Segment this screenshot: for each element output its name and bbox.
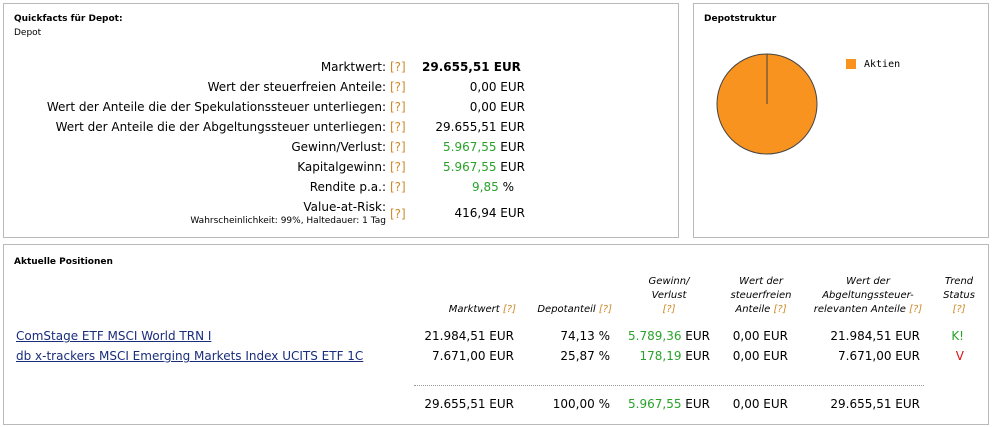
row-marktwert: 7.671,00 EUR (432, 349, 514, 363)
row-depotanteil: 25,87 % (560, 349, 610, 363)
totals-separator (414, 385, 924, 386)
row-trend-status: K! (951, 329, 964, 343)
rendite-value: 9,85 (472, 180, 499, 194)
gewinn-unit: EUR (500, 140, 525, 154)
row-trend-status: V (955, 349, 964, 363)
spekulation-label: Wert der Anteile die der Spekulationsste… (46, 100, 386, 114)
help-steuerfrei-link[interactable]: [?] (773, 304, 787, 315)
var-value: 416,94 EUR (454, 206, 525, 220)
header-gewinn: Gewinn/ Verlust [?] (648, 276, 690, 315)
gewinn-label: Gewinn/Verlust: (291, 140, 386, 154)
steuerfrei-help-link[interactable]: [?] (390, 80, 406, 94)
var-label: Value-at-Risk: (303, 200, 386, 214)
quickfacts-subtitle: Depot (14, 28, 42, 38)
rendite-unit: % (502, 180, 514, 194)
position-link-dbx[interactable]: db x-trackers MSCI Emerging Markets Inde… (16, 349, 364, 363)
kapitalgewinn-value: 5.967,55 (443, 160, 497, 174)
kapitalgewinn-help-link[interactable]: [?] (390, 160, 406, 174)
positions-panel: Aktuelle Positionen Marktwert [?] Depota… (3, 244, 989, 425)
row-steuerfrei: 0,00 EUR (732, 349, 788, 363)
help-abgeltung-link[interactable]: [?] (909, 304, 923, 315)
row-marktwert: 21.984,51 EUR (424, 329, 514, 343)
help-marktwert-link[interactable]: [?] (502, 304, 516, 315)
row-depotanteil: 74,13 % (560, 329, 610, 343)
total-abgeltung: 29.655,51 EUR (830, 397, 920, 411)
row-gewinn-unit: EUR (685, 329, 710, 343)
var-note: Wahrscheinlichkeit: 99%, Haltedauer: 1 T… (190, 216, 386, 226)
quickfacts-panel: Quickfacts für Depot: Depot Marktwert: [… (3, 3, 679, 238)
header-abgeltung: Wert der Abgeltungssteuer-relevanten Ant… (813, 276, 923, 315)
kapitalgewinn-unit: EUR (500, 160, 525, 174)
row-abgeltung: 7.671,00 EUR (838, 349, 920, 363)
marktwert-value: 29.655,51 EUR (422, 60, 521, 74)
header-marktwert: Marktwert [?] (448, 304, 516, 315)
help-depotanteil-link[interactable]: [?] (598, 304, 612, 315)
steuerfrei-label: Wert der steuerfreien Anteile: (207, 80, 386, 94)
row-gewinn-unit: EUR (685, 349, 710, 363)
spekulation-help-link[interactable]: [?] (390, 100, 406, 114)
help-gewinn-link[interactable]: [?] (662, 304, 676, 315)
marktwert-help-link[interactable]: [?] (390, 60, 406, 74)
gewinn-value: 5.967,55 (443, 140, 497, 154)
var-help-link[interactable]: [?] (390, 207, 406, 221)
position-link-comstage[interactable]: ComStage ETF MSCI World TRN I (16, 329, 212, 343)
row-gewinn: 178,19 (639, 349, 682, 363)
total-gewinn-unit: EUR (685, 397, 710, 411)
rendite-help-link[interactable]: [?] (390, 180, 406, 194)
depotstruktur-title: Depotstruktur (704, 14, 777, 24)
quickfacts-title: Quickfacts für Depot: (14, 14, 123, 24)
total-steuerfrei: 0,00 EUR (732, 397, 788, 411)
row-abgeltung: 21.984,51 EUR (830, 329, 920, 343)
total-depotanteil: 100,00 % (552, 397, 610, 411)
steuerfrei-value: 0,00 EUR (469, 80, 525, 94)
spekulation-value: 0,00 EUR (469, 100, 525, 114)
positions-title: Aktuelle Positionen (14, 257, 113, 267)
abgeltung-help-link[interactable]: [?] (390, 120, 406, 134)
header-depotanteil: Depotanteil [?] (537, 304, 612, 315)
abgeltung-value: 29.655,51 EUR (435, 120, 525, 134)
header-trend: Trend Status [?] (943, 276, 975, 315)
help-trend-link[interactable]: [?] (952, 304, 966, 315)
header-steuerfrei: Wert der steuerfreien Anteile [?] (730, 276, 792, 315)
legend-label-aktien: Aktien (864, 59, 901, 70)
total-gewinn: 5.967,55 (628, 397, 682, 411)
row-steuerfrei: 0,00 EUR (732, 329, 788, 343)
marktwert-label: Marktwert: (320, 60, 386, 74)
legend-swatch-aktien (846, 59, 856, 69)
depotstruktur-panel: Depotstruktur Aktien (693, 3, 989, 238)
gewinn-help-link[interactable]: [?] (390, 140, 406, 154)
rendite-label: Rendite p.a.: (309, 180, 386, 194)
kapitalgewinn-label: Kapitalgewinn: (297, 160, 386, 174)
abgeltung-label: Wert der Anteile die der Abgeltungssteue… (55, 120, 386, 134)
total-marktwert: 29.655,51 EUR (424, 397, 514, 411)
row-gewinn: 5.789,36 (628, 329, 682, 343)
depotstruktur-pie-chart (716, 53, 818, 155)
